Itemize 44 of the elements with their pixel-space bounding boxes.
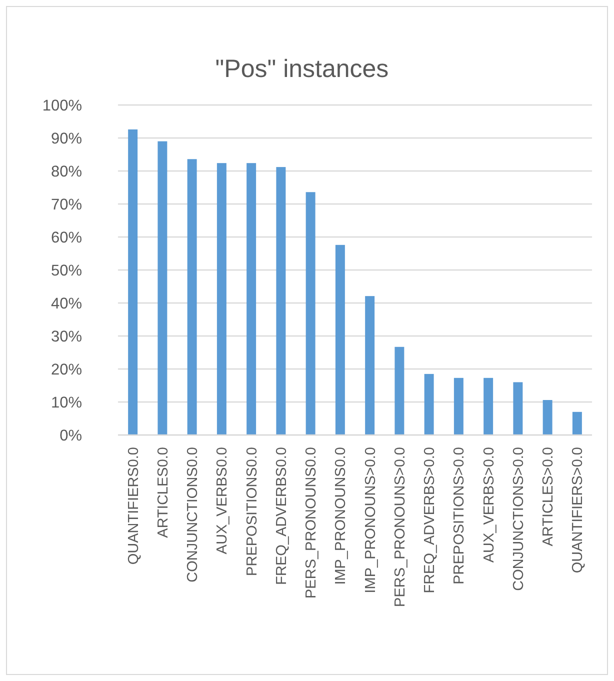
x-tick-label: PERS_PRONOUNS>0.0 bbox=[392, 447, 408, 607]
x-tick-label: PREPOSITIONS0.0 bbox=[244, 447, 260, 576]
y-tick-label: 30% bbox=[50, 328, 82, 346]
bar bbox=[128, 129, 138, 435]
bar bbox=[158, 141, 168, 435]
x-tick-label: ARTICLES0.0 bbox=[155, 447, 172, 538]
bar bbox=[424, 374, 434, 435]
bar bbox=[306, 192, 316, 435]
y-tick-label: 10% bbox=[50, 394, 82, 412]
y-tick-label: 80% bbox=[50, 163, 82, 180]
y-tick-label: 0% bbox=[60, 427, 82, 444]
bar bbox=[335, 244, 345, 435]
x-tick-label: FREQ_ADVERBS>0.0 bbox=[422, 447, 438, 594]
bar bbox=[187, 159, 197, 435]
y-tick-label: 90% bbox=[50, 130, 82, 148]
bar bbox=[513, 382, 523, 435]
bar bbox=[454, 378, 464, 435]
bar bbox=[216, 163, 226, 435]
bar bbox=[572, 412, 582, 435]
y-tick-label: 40% bbox=[50, 295, 82, 312]
bar bbox=[276, 167, 286, 435]
x-tick-label: CONJUNCTIONS>0.0 bbox=[510, 447, 527, 591]
x-tick-label: ARTICLES>0.0 bbox=[540, 447, 557, 546]
y-tick-label: 50% bbox=[50, 262, 82, 280]
bar bbox=[542, 400, 552, 435]
y-tick-label: 100% bbox=[42, 97, 82, 114]
x-tick-label: AUX_VERBS>0.0 bbox=[481, 447, 498, 563]
x-tick-label: PREPOSITIONS>0.0 bbox=[452, 447, 468, 584]
x-tick-label: FREQ_ADVERBS0.0 bbox=[274, 447, 290, 585]
y-tick-label: 70% bbox=[50, 196, 82, 214]
x-tick-label: AUX_VERBS0.0 bbox=[214, 447, 231, 554]
x-tick-label: QUANTIFIERS0.0 bbox=[126, 447, 142, 565]
x-tick-label: CONJUNCTIONS0.0 bbox=[185, 447, 202, 582]
x-tick-label: IMP_PRONOUNS>0.0 bbox=[362, 447, 379, 594]
bar bbox=[365, 296, 375, 435]
y-tick-label: 60% bbox=[50, 229, 82, 246]
x-tick-label: PERS_PRONOUNS0.0 bbox=[304, 447, 320, 598]
bar bbox=[484, 378, 494, 435]
x-tick-label: IMP_PRONOUNS0.0 bbox=[333, 447, 350, 585]
x-tick-label: QUANTIFIERS>0.0 bbox=[570, 447, 586, 574]
y-tick-label: 20% bbox=[50, 361, 82, 378]
chart-title: "Pos" instances bbox=[215, 55, 389, 83]
bar bbox=[394, 346, 404, 435]
bar bbox=[246, 163, 256, 435]
